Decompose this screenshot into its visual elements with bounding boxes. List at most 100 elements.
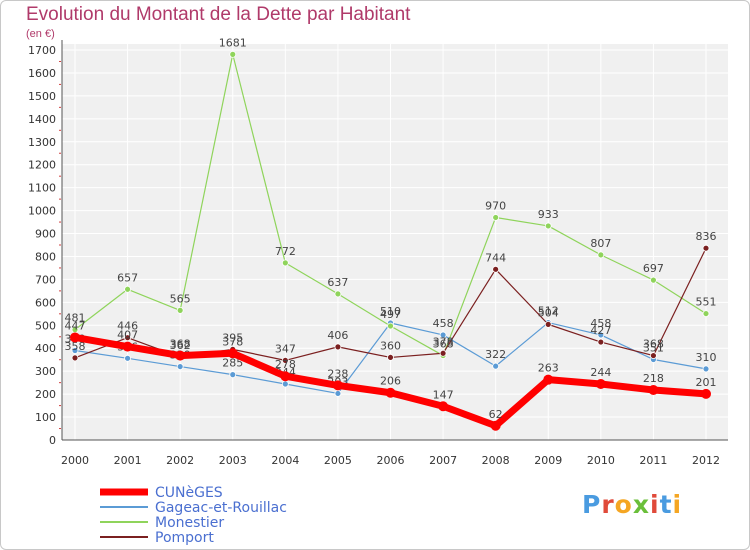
data-label: 322	[485, 348, 506, 361]
data-label: 263	[538, 362, 559, 375]
logo-letter: i	[672, 490, 683, 519]
data-point	[387, 354, 394, 361]
y-tick-label: 500	[35, 319, 56, 332]
x-tick-label: 2006	[377, 454, 405, 467]
data-point	[490, 420, 501, 431]
data-point	[543, 374, 554, 385]
logo-letter: x	[632, 490, 650, 519]
data-label: 933	[538, 208, 559, 221]
data-point	[385, 387, 396, 398]
data-point	[439, 349, 447, 357]
data-point	[544, 320, 552, 328]
y-tick-label: 1300	[28, 136, 56, 149]
data-label: 406	[327, 329, 348, 342]
data-label: 244	[590, 366, 611, 379]
data-point	[597, 251, 605, 259]
data-point	[281, 356, 289, 364]
data-point	[387, 322, 394, 330]
data-point	[70, 332, 80, 343]
data-point	[492, 362, 500, 370]
y-tick-label: 0	[49, 434, 56, 447]
data-point	[334, 390, 342, 397]
data-point	[438, 401, 449, 412]
data-label: 458	[590, 317, 611, 330]
data-point	[702, 244, 710, 252]
data-label: 697	[643, 262, 664, 275]
data-label: 378	[222, 335, 243, 348]
data-label: 395	[222, 331, 243, 344]
data-point	[176, 363, 184, 370]
data-label: 147	[433, 388, 454, 401]
y-tick-label: 1200	[28, 159, 56, 172]
data-label: 510	[380, 305, 401, 318]
y-tick-label: 100	[35, 411, 56, 424]
y-tick-label: 1700	[28, 44, 56, 57]
legend-label: Gageac-et-Rouillac	[155, 500, 287, 516]
y-tick-label: 300	[35, 365, 56, 378]
data-point	[701, 388, 711, 399]
logo-letter: i	[650, 490, 660, 519]
x-tick-label: 2011	[639, 454, 667, 467]
legend-label: CUNèGES	[155, 485, 223, 501]
data-point	[595, 379, 606, 390]
x-tick-label: 2003	[219, 454, 247, 467]
x-tick-label: 2009	[534, 454, 562, 467]
data-label: 362	[170, 339, 191, 352]
data-point	[332, 380, 343, 391]
y-tick-label: 700	[35, 273, 56, 286]
data-label: 310	[696, 351, 717, 364]
data-label: 551	[696, 296, 717, 309]
data-point	[281, 380, 289, 388]
x-tick-label: 2010	[587, 454, 615, 467]
legend-label: Pomport	[155, 530, 214, 546]
data-label: 427	[590, 324, 611, 337]
logo-letter: P	[582, 490, 602, 519]
data-point	[122, 341, 133, 352]
proxiti-logo: Proxiti	[582, 490, 682, 519]
x-tick-label: 2012	[692, 454, 720, 467]
logo-letter: o	[614, 490, 633, 519]
y-tick-label: 1500	[28, 90, 56, 103]
plot-area	[62, 44, 728, 440]
chart-title: Evolution du Montant de la Dette par Hab…	[26, 4, 411, 25]
data-point	[702, 310, 710, 317]
data-point	[492, 214, 500, 221]
data-label: 368	[170, 338, 191, 351]
data-label: 836	[696, 230, 717, 243]
data-label: 347	[275, 342, 296, 355]
data-label: 378	[433, 335, 454, 348]
data-point	[176, 306, 184, 314]
x-tick-label: 2001	[114, 454, 142, 467]
data-point	[650, 352, 657, 359]
data-point	[597, 331, 605, 339]
data-label: 360	[380, 339, 401, 352]
data-point	[71, 347, 79, 354]
data-label: 458	[433, 317, 454, 330]
data-label: 807	[590, 237, 611, 250]
data-point	[229, 50, 237, 58]
logo-letter: t	[659, 490, 673, 519]
data-point	[439, 331, 447, 339]
data-label: 285	[222, 357, 243, 370]
data-point	[334, 343, 342, 351]
data-label: 446	[117, 320, 138, 333]
data-point	[71, 354, 79, 362]
x-tick-label: 2007	[429, 454, 457, 467]
y-tick-label: 800	[35, 250, 56, 263]
y-tick-label: 200	[35, 388, 56, 401]
data-label: 201	[696, 376, 717, 389]
data-point	[648, 384, 659, 395]
chart-subtitle: (en €)	[26, 28, 55, 40]
y-tick-label: 1100	[28, 182, 56, 195]
data-point	[227, 348, 238, 359]
data-point	[175, 350, 186, 361]
data-label: 497	[380, 308, 401, 321]
data-point	[124, 334, 131, 342]
data-label: 637	[327, 276, 348, 289]
data-label: 1681	[219, 36, 247, 49]
data-point	[280, 371, 291, 382]
y-tick-label: 1000	[28, 205, 56, 218]
data-point	[124, 354, 131, 362]
data-label: 744	[485, 251, 506, 264]
y-tick-label: 1400	[28, 113, 56, 126]
